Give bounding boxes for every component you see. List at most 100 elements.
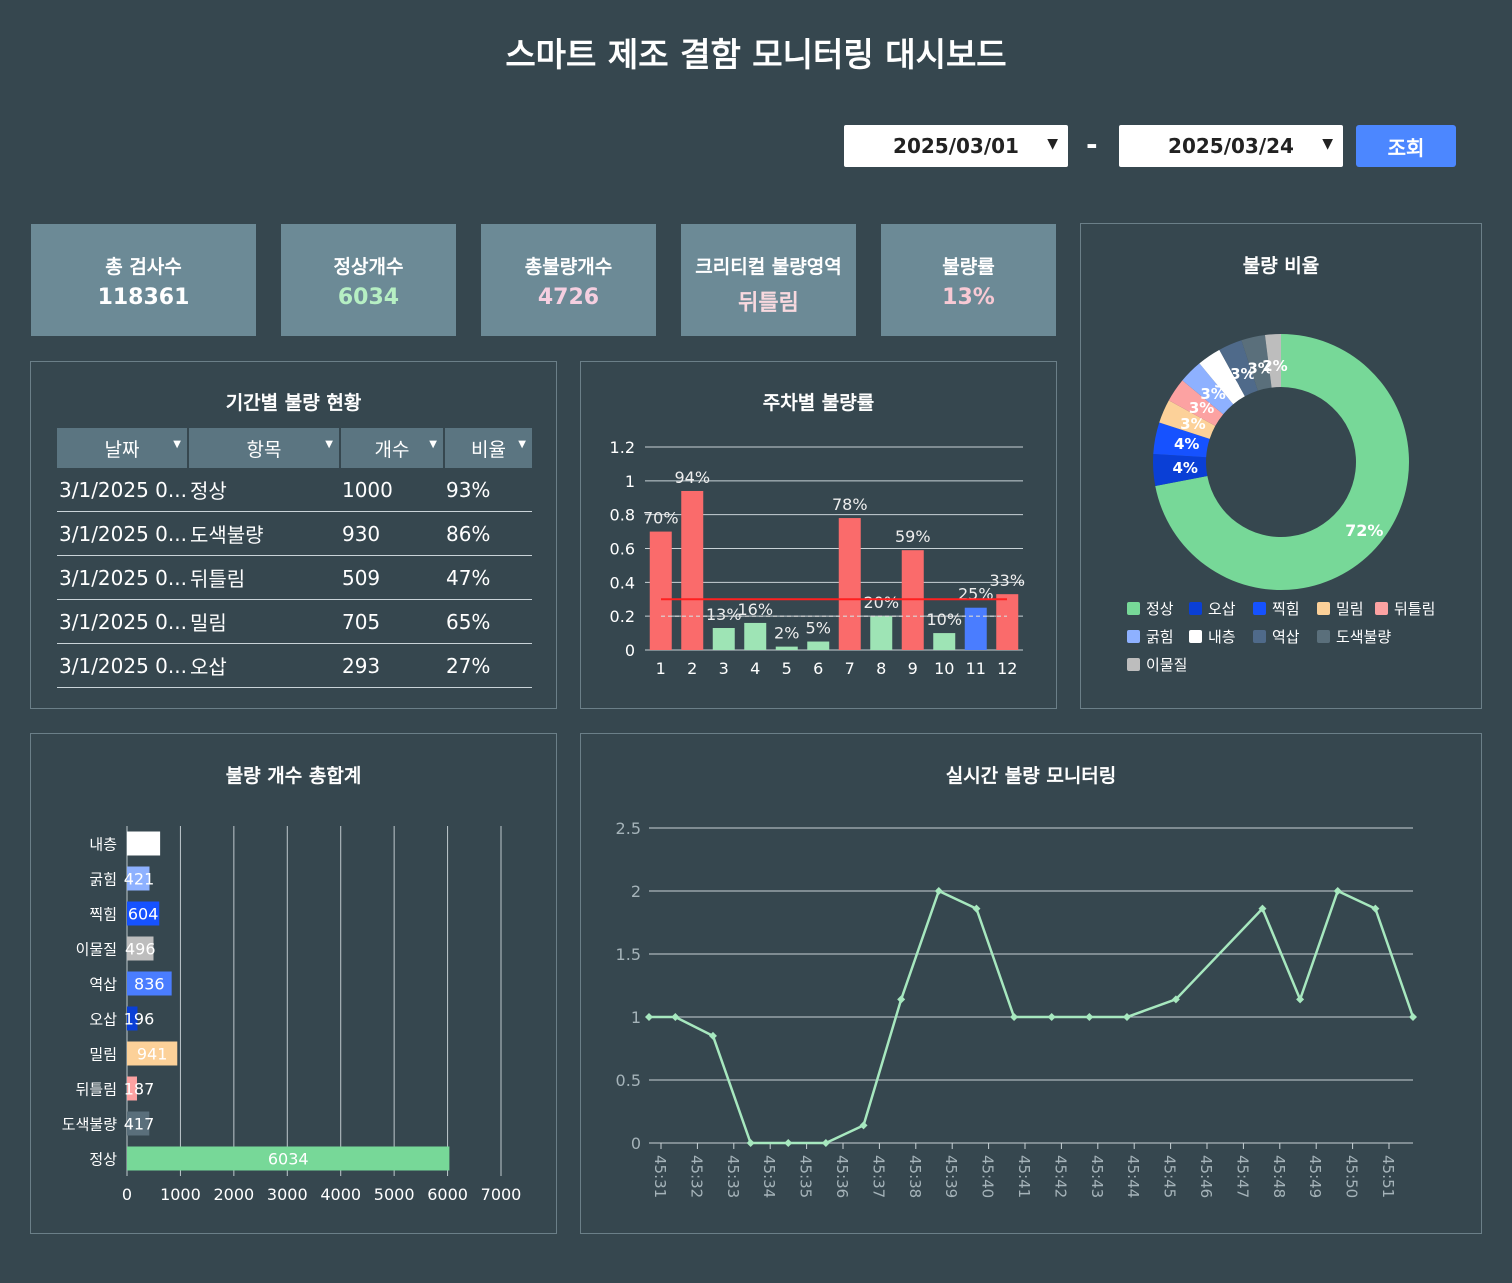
y-tick-label: 정상 <box>89 1151 117 1169</box>
data-point <box>708 1031 717 1040</box>
data-point <box>934 887 943 895</box>
start-date-select[interactable]: 2025/03/01 ▼ <box>844 125 1068 167</box>
kpi-total-inspections: 총 검사수 118361 <box>31 224 256 336</box>
x-tick-label: 45:48 <box>1270 1155 1288 1198</box>
slice-label: 72% <box>1345 521 1383 540</box>
table-row[interactable]: 3/1/2025 0... 뒤틀림 509 47% <box>57 555 532 600</box>
cell-date: 3/1/2025 0... <box>57 555 188 600</box>
data-label: 16% <box>737 600 773 619</box>
cell-ratio: 47% <box>443 555 532 600</box>
kpi-critical-area: 크리티컬 불량영역 뒤틀림 <box>681 224 856 336</box>
data-point <box>1333 887 1342 895</box>
y-tick-label: 찍힘 <box>89 906 117 924</box>
start-date-value: 2025/03/01 <box>893 134 1019 158</box>
x-tick-label: 2 <box>687 659 697 678</box>
legend-swatch <box>1253 630 1266 643</box>
donut-slice <box>1155 334 1409 590</box>
realtime-defect-line-chart: 0 0.5 1 1.5 2 2.5 45:31 45:32 45:33 45:34 45:35 45:… <box>616 819 1417 1198</box>
kpi-value: 6034 <box>337 285 400 310</box>
bar <box>964 607 987 650</box>
data-label: 5% <box>806 619 831 638</box>
bar <box>127 1041 178 1066</box>
table-row[interactable]: 3/1/2025 0... 밀림 705 65% <box>57 599 532 644</box>
sort-dropdown-icon[interactable]: ▼ <box>518 439 526 450</box>
data-point <box>1171 995 1180 1004</box>
table-row[interactable]: 3/1/2025 0... 도색불량 930 86% <box>57 511 532 556</box>
panel-title: 불량 개수 총합계 <box>225 765 362 787</box>
slice-label: 2% <box>1262 357 1287 375</box>
slice-label: 4% <box>1172 459 1197 477</box>
x-tick-label: 45:49 <box>1306 1155 1324 1198</box>
data-label: 2% <box>774 624 799 643</box>
data-label: 20% <box>863 593 899 612</box>
kpi-label: 총 검사수 <box>105 256 182 278</box>
legend-swatch <box>1375 602 1388 615</box>
bar <box>127 1111 150 1136</box>
slice-label: 4% <box>1174 435 1199 453</box>
data-point <box>821 1139 830 1147</box>
x-tick-label: 45:50 <box>1343 1155 1361 1198</box>
slice-label: 3% <box>1200 385 1225 403</box>
cell-count: 1000 <box>339 468 444 512</box>
legend-swatch <box>1189 630 1202 643</box>
x-tick-label: 9 <box>908 659 918 678</box>
sort-dropdown-icon[interactable]: ▼ <box>325 439 333 450</box>
x-tick-label: 3 <box>719 659 729 678</box>
search-button[interactable]: 조회 <box>1356 125 1456 167</box>
cell-ratio: 86% <box>443 511 532 556</box>
sort-dropdown-icon[interactable]: ▼ <box>173 439 181 450</box>
legend-label: 굵힘 <box>1146 628 1174 646</box>
x-tick-label: 0 <box>122 1185 132 1204</box>
x-tick-label: 5000 <box>374 1185 415 1204</box>
slice-label: 3% <box>1247 359 1272 377</box>
weekly-defect-rate-panel: 주차별 불량률 0 0.2 0.4 0.6 0.8 1 1.2 70% 1 94% 2 13% 3 16%… <box>580 361 1057 709</box>
x-tick-label: 45:36 <box>833 1155 851 1198</box>
y-tick-label: 뒤틀림 <box>76 1081 117 1099</box>
end-date-select[interactable]: 2025/03/24 ▼ <box>1119 125 1343 167</box>
y-tick-label: 내층 <box>89 836 117 854</box>
bar <box>996 594 1019 650</box>
x-tick-label: 45:51 <box>1379 1155 1397 1198</box>
column-header-item[interactable]: 항목 ▼ <box>187 428 341 468</box>
x-tick-label: 11 <box>966 659 986 678</box>
data-point <box>1085 1013 1094 1021</box>
realtime-monitoring-panel: 실시간 불량 모니터링 0 0.5 1 1.5 2 2.5 45:31 45:32 45:33 4… <box>580 733 1482 1234</box>
legend-swatch <box>1127 630 1140 643</box>
x-tick-label: 45:45 <box>1161 1155 1179 1198</box>
donut-slice <box>1219 340 1258 397</box>
data-label: 604 <box>128 905 159 924</box>
table-row[interactable]: 3/1/2025 0... 정상 1000 93% <box>57 468 532 512</box>
cell-item: 뒤틀림 <box>187 555 340 600</box>
cell-item: 정상 <box>187 468 340 512</box>
y-tick-label: 1 <box>631 1008 641 1027</box>
y-tick-label: 0.6 <box>610 540 635 559</box>
y-tick-label: 도색불량 <box>62 1116 117 1134</box>
data-point <box>1371 904 1380 913</box>
column-header-ratio[interactable]: 비율 ▼ <box>443 428 532 468</box>
data-point <box>972 904 981 913</box>
legend-label: 뒤틀림 <box>1394 600 1435 618</box>
bar <box>838 518 861 650</box>
kpi-defect-count: 총불량개수 4726 <box>481 224 656 336</box>
legend-label: 밀림 <box>1336 600 1364 618</box>
legend-label: 도색불량 <box>1336 628 1391 646</box>
y-tick-label: 0.5 <box>616 1071 641 1090</box>
column-header-date[interactable]: 날짜 ▼ <box>57 428 189 468</box>
bar <box>933 633 956 650</box>
column-header-count[interactable]: 개수 ▼ <box>339 428 445 468</box>
slice-label: 3% <box>1230 365 1255 383</box>
data-label: 25% <box>958 585 994 604</box>
y-tick-label: 1.2 <box>610 438 635 457</box>
x-tick-label: 45:31 <box>651 1155 669 1198</box>
kpi-value: 13% <box>942 285 995 310</box>
date-range-separator: - <box>1086 128 1098 161</box>
x-tick-label: 45:40 <box>979 1155 997 1198</box>
y-tick-label: 0.4 <box>610 573 635 592</box>
x-tick-label: 45:34 <box>760 1155 778 1198</box>
sort-dropdown-icon[interactable]: ▼ <box>429 439 437 450</box>
table-row[interactable]: 3/1/2025 0... 오삽 293 27% <box>57 643 532 688</box>
bar <box>127 831 161 856</box>
legend-label: 역삽 <box>1272 628 1300 646</box>
donut-slice <box>1199 349 1245 405</box>
